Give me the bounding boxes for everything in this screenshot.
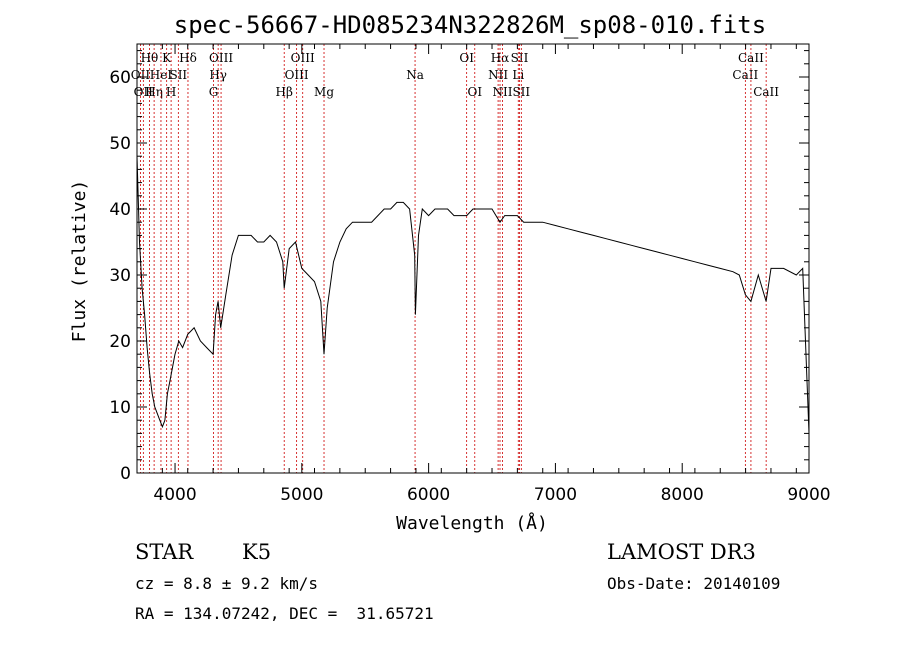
x-tick-label: 6000 [407, 485, 450, 505]
line-marker-label: Mg [314, 85, 334, 99]
line-marker-label: Hγ [209, 68, 227, 82]
line-marker-label: OII [131, 68, 151, 82]
y-tick-label: 20 [109, 332, 131, 352]
line-marker-label: OI [467, 85, 482, 99]
line-marker-label: CaII [753, 85, 779, 99]
line-marker-label: H [166, 85, 176, 99]
line-marker-label: G [209, 85, 219, 99]
y-tick-label: 0 [120, 464, 131, 484]
x-tick-label: 7000 [534, 485, 577, 505]
line-marker-label: Hθ [141, 51, 159, 65]
line-marker-label: OII [134, 85, 154, 99]
line-marker-label: Li [512, 68, 524, 82]
line-marker-label: SII [512, 85, 530, 99]
plot-frame [136, 43, 810, 474]
x-tick-label: 5000 [280, 485, 323, 505]
object-type: STAR [135, 540, 194, 564]
redshift-value: cz = 8.8 ± 9.2 km/s [135, 574, 319, 593]
coordinates: RA = 134.07242, DEC = 31.65721 [135, 604, 434, 623]
chart-title: spec-56667-HD085234N322826M_sp08-010.fit… [174, 11, 766, 39]
y-tick-label: 60 [109, 68, 131, 88]
line-marker-label: Hη [145, 85, 163, 99]
x-tick-label: 8000 [661, 485, 704, 505]
subclass: K5 [242, 540, 272, 564]
x-tick-label: 4000 [153, 485, 196, 505]
line-marker-label: Hδ [179, 51, 197, 65]
y-tick-label: 50 [109, 134, 131, 154]
x-tick-label: 9000 [787, 485, 830, 505]
line-marker-label: K [162, 51, 172, 65]
line-marker-label: NII [493, 85, 513, 99]
y-tick-label: 40 [109, 200, 131, 220]
line-markers: OII OII Hθ Hη HeI K H SII Hδ G Hγ OIII Hβ OIII OIII Mg N… [131, 44, 779, 473]
y-axis-label: Flux (relative) [69, 180, 90, 343]
y-tick-label: 10 [109, 398, 131, 418]
line-marker-label: SII [169, 68, 187, 82]
x-axis: 4000 5000 6000 7000 8000 9000 [136, 44, 831, 505]
line-marker-label: OIII [285, 68, 309, 82]
line-marker-label: Na [406, 68, 424, 82]
y-tick-label: 30 [109, 266, 131, 286]
line-marker-label: OI [459, 51, 474, 65]
line-marker-label: SII [511, 51, 529, 65]
line-marker-label: CaII [738, 51, 764, 65]
line-marker-label: HeI [150, 68, 173, 82]
x-axis-label: Wavelength (Å) [396, 512, 548, 534]
line-marker-label: Hβ [276, 85, 293, 99]
spectrum-line [136, 156, 810, 434]
obs-date: Obs-Date: 20140109 [607, 574, 781, 593]
survey-name: LAMOST DR3 [607, 540, 756, 564]
y-axis: 0 10 20 30 40 50 60 [109, 50, 809, 484]
line-marker-label: Hα [491, 51, 510, 65]
line-marker-label: OIII [209, 51, 233, 65]
line-marker-label: CaII [732, 68, 758, 82]
line-marker-label: NII [488, 68, 508, 82]
line-marker-label: OIII [291, 51, 315, 65]
